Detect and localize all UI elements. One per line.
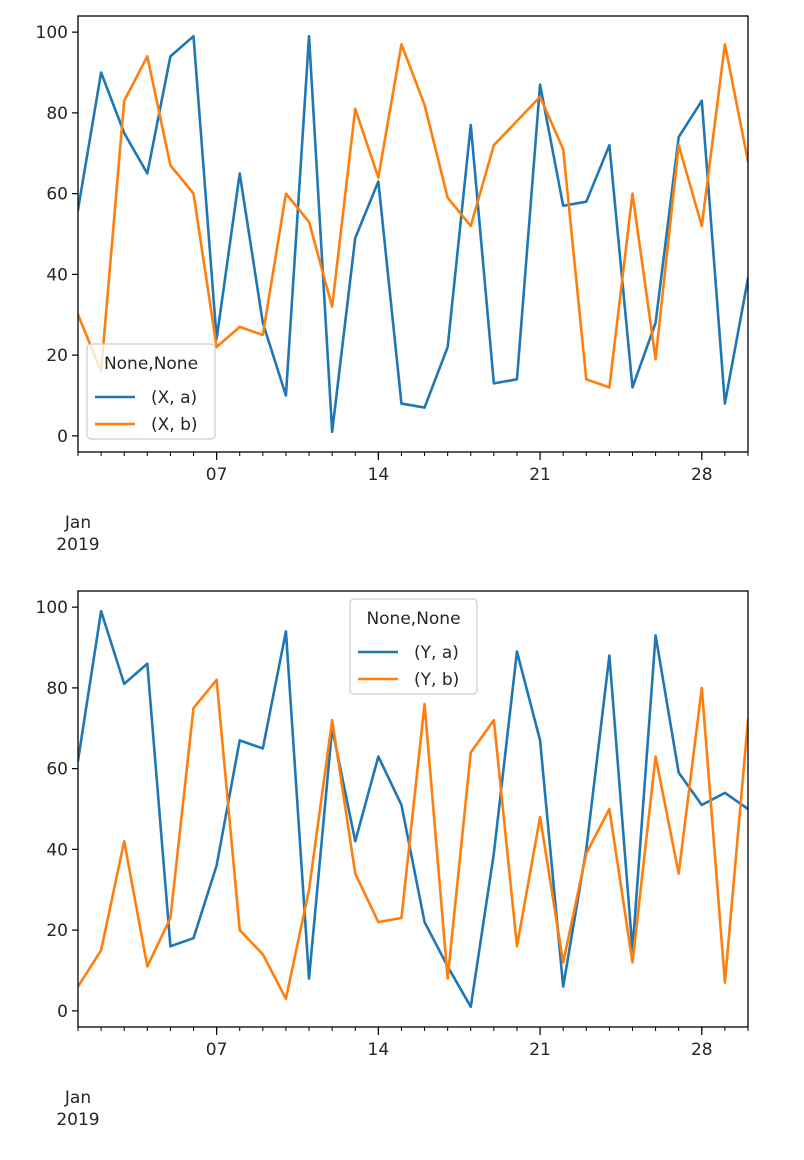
chart1-legend-label-a: (Y, a) bbox=[414, 643, 459, 663]
chart0-series-line-a bbox=[78, 34, 748, 434]
chart1-ytick-label: 40 bbox=[46, 840, 68, 860]
chart1-xtick-label: 21 bbox=[529, 1040, 551, 1060]
chart0-legend: None,None (X, a) (X, b) bbox=[86, 343, 216, 440]
chart0-ytick-label: 20 bbox=[46, 346, 68, 366]
chart0-legend-box bbox=[86, 343, 216, 440]
chart0-ytick-label: 40 bbox=[46, 265, 68, 285]
chart0-ytick-label: 0 bbox=[57, 427, 68, 447]
chart1-series-line-b bbox=[78, 678, 748, 1001]
chart0-xaxis-month-label: Jan bbox=[64, 513, 91, 533]
chart1-ytick-label: 80 bbox=[46, 679, 68, 699]
chart0-xtick-label: 28 bbox=[691, 465, 713, 485]
chart1-xtick-label: 28 bbox=[691, 1040, 713, 1060]
chart1-series-line-a bbox=[78, 609, 748, 1009]
chart1-legend-box bbox=[349, 598, 478, 695]
chart0-legend-title: None,None bbox=[104, 354, 198, 374]
chart1-xaxis-year-label: 2019 bbox=[56, 1110, 99, 1130]
chart0-ytick-label: 80 bbox=[46, 104, 68, 124]
chart0-xtick-label: 14 bbox=[368, 465, 390, 485]
chart1-xaxis-month-label: Jan bbox=[64, 1088, 91, 1108]
chart1-ytick-label: 100 bbox=[36, 598, 68, 618]
chart1-xtick-label: 07 bbox=[206, 1040, 228, 1060]
chart1-ytick-label: 0 bbox=[57, 1002, 68, 1022]
chart0-legend-label-b: (X, b) bbox=[151, 415, 198, 435]
chart0-series-line-b bbox=[78, 42, 748, 389]
chart1-legend-label-b: (Y, b) bbox=[414, 670, 459, 690]
chart1-legend: None,None (Y, a) (Y, b) bbox=[349, 598, 478, 695]
chart1-axes-frame bbox=[77, 590, 749, 1028]
chart0-xtick-label: 07 bbox=[206, 465, 228, 485]
chart0-xtick-label: 21 bbox=[529, 465, 551, 485]
chart1-ytick-label: 20 bbox=[46, 921, 68, 941]
chart1-xtick-label: 14 bbox=[368, 1040, 390, 1060]
chart0-xaxis-year-label: 2019 bbox=[56, 535, 99, 555]
chart1-legend-title: None,None bbox=[366, 609, 460, 629]
chart1-series-group bbox=[78, 609, 748, 1009]
chart0-ytick-label: 60 bbox=[46, 185, 68, 205]
chart0-legend-label-a: (X, a) bbox=[151, 388, 197, 408]
chart0-ytick-label: 100 bbox=[36, 23, 68, 43]
chart0-series-group bbox=[78, 34, 748, 434]
chart1-ytick-label: 60 bbox=[46, 760, 68, 780]
chart0-axes-frame bbox=[77, 15, 749, 453]
